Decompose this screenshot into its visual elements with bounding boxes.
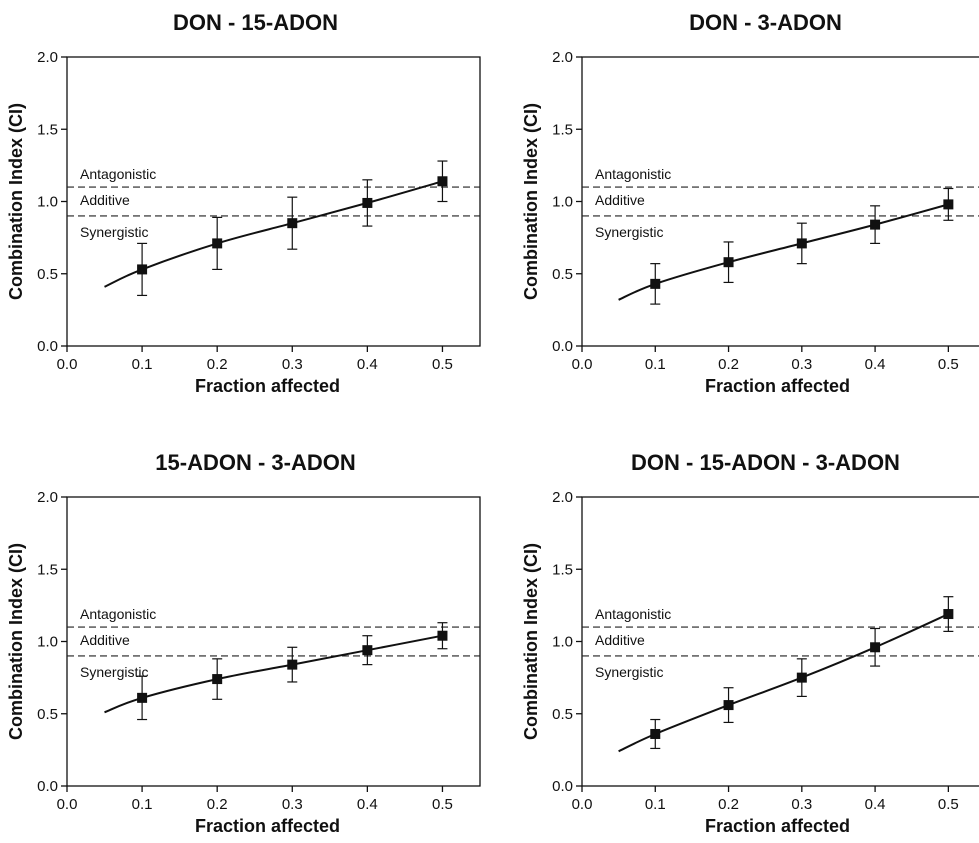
data-point [723,257,734,268]
y-tick-label: 2.0 [37,49,58,66]
y-tick-label: 1.0 [552,634,573,651]
y-tick-label: 1.5 [37,121,58,138]
data-point [287,218,298,229]
x-tick-label: 0.3 [282,796,303,813]
data-point [943,609,954,620]
data-point [212,674,223,685]
chart-panel-4: DON - 15-ADON - 3-ADON 0.0 0.5 1.0 1.5 2.0 0.0… [521,450,979,836]
x-axis-label: Fraction affected [705,376,850,396]
data-point [437,176,448,187]
zone-label-synergistic: Synergistic [80,664,148,680]
x-tick-label: 0.1 [132,356,153,373]
fitted-curve [618,613,949,753]
y-tick-label: 2.0 [552,49,573,66]
x-tick-label: 0.0 [57,356,78,373]
data-point [943,199,954,210]
data-point [287,659,298,670]
zone-label-synergistic: Synergistic [80,224,148,240]
y-tick-label: 0.0 [37,338,58,355]
fitted-curve [618,203,949,301]
y-tick-label: 1.0 [37,634,58,651]
y-tick-label: 0.5 [37,266,58,283]
x-tick-label: 0.2 [207,356,228,373]
chart-title: DON - 3-ADON [689,10,842,35]
x-tick-label: 0.1 [645,356,666,373]
zone-label-antagonistic: Antagonistic [595,166,671,182]
y-tick-label: 2.0 [37,489,58,506]
zone-label-additive: Additive [80,192,130,208]
zone-label-antagonistic: Antagonistic [595,606,671,622]
x-tick-label: 0.3 [282,356,303,373]
zone-label-synergistic: Synergistic [595,664,663,680]
data-point [870,219,881,230]
x-tick-label: 0.2 [718,356,739,373]
y-axis-label: Combination Index (CI) [6,103,26,300]
data-point [650,278,661,289]
y-tick-label: 0.0 [552,338,573,355]
y-axis-label: Combination Index (CI) [521,543,541,740]
zone-label-synergistic: Synergistic [595,224,663,240]
y-axis-label: Combination Index (CI) [6,543,26,740]
chart-title: DON - 15-ADON - 3-ADON [631,450,900,475]
data-point [650,728,661,739]
y-tick-label: 1.5 [37,561,58,578]
chart-title: DON - 15-ADON [173,10,338,35]
data-point [362,645,373,656]
zone-label-additive: Additive [595,632,645,648]
x-tick-label: 0.1 [132,796,153,813]
x-tick-label: 0.1 [645,796,666,813]
x-axis-label: Fraction affected [195,376,340,396]
y-tick-label: 1.5 [552,561,573,578]
x-tick-label: 0.2 [207,796,228,813]
fitted-curve [104,180,443,288]
x-tick-label: 0.4 [357,356,378,373]
x-tick-label: 0.2 [718,796,739,813]
x-tick-label: 0.0 [572,796,593,813]
data-point [437,630,448,641]
chart-panel-1: DON - 15-ADON 0.0 0.5 1.0 1.5 2.0 0.0 0.1 0.2 0.3… [6,10,481,396]
x-tick-label: 0.5 [432,796,453,813]
y-tick-label: 1.0 [37,194,58,211]
x-tick-label: 0.0 [57,796,78,813]
chart-panel-2: DON - 3-ADON 0.0 0.5 1.0 1.5 2.0 0.0 0.1 0.2 0.3 0… [521,10,979,396]
x-axis-label: Fraction affected [195,816,340,836]
x-tick-label: 0.4 [865,356,886,373]
zone-label-additive: Additive [595,192,645,208]
y-tick-label: 0.5 [37,706,58,723]
zone-label-additive: Additive [80,632,130,648]
data-point [796,238,807,249]
zone-label-antagonistic: Antagonistic [80,606,156,622]
y-tick-label: 0.0 [552,778,573,795]
x-tick-label: 0.5 [938,796,959,813]
x-tick-label: 0.4 [357,796,378,813]
data-point [137,264,148,275]
x-tick-label: 0.5 [432,356,453,373]
y-tick-label: 0.5 [552,706,573,723]
data-point [870,642,881,653]
x-tick-label: 0.3 [791,796,812,813]
x-tick-label: 0.0 [572,356,593,373]
data-point [723,700,734,711]
data-point [212,238,223,249]
data-point [796,672,807,683]
fitted-curve [104,634,443,714]
x-axis-label: Fraction affected [705,816,850,836]
data-point [362,197,373,208]
zone-label-antagonistic: Antagonistic [80,166,156,182]
y-axis-label: Combination Index (CI) [521,103,541,300]
y-tick-label: 2.0 [552,489,573,506]
x-tick-label: 0.5 [938,356,959,373]
x-tick-label: 0.4 [865,796,886,813]
y-tick-label: 0.0 [37,778,58,795]
y-tick-label: 1.5 [552,121,573,138]
y-tick-label: 0.5 [552,266,573,283]
chart-title: 15-ADON - 3-ADON [155,450,355,475]
x-tick-label: 0.3 [791,356,812,373]
chart-panel-3: 15-ADON - 3-ADON 0.0 0.5 1.0 1.5 2.0 0.0 0.1 0.2… [6,450,481,836]
y-tick-label: 1.0 [552,194,573,211]
data-point [137,692,148,703]
